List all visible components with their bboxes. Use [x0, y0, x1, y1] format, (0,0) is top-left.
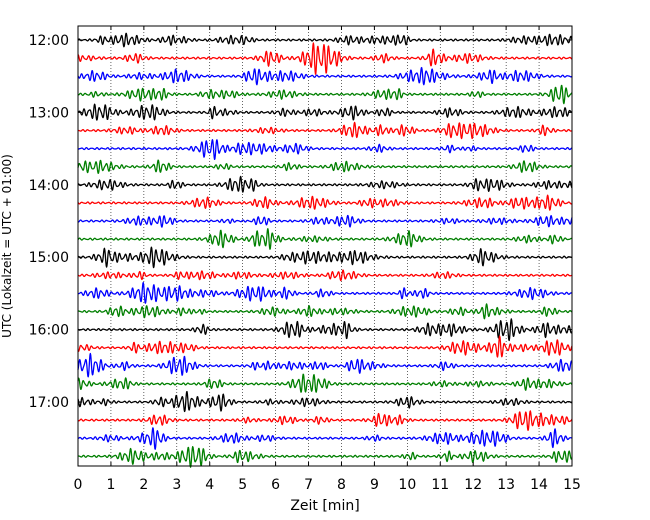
trace-1445 [77, 228, 573, 250]
trace-1715 [77, 410, 573, 431]
y-tick-label-1: 13:00 [29, 105, 69, 121]
plot-frame [77, 25, 573, 467]
trace-1530 [77, 281, 573, 304]
x-tick-label-0: 0 [74, 477, 83, 493]
trace-1300 [77, 103, 573, 121]
x-tick-label-8: 8 [337, 477, 346, 493]
y-tick-label-0: 12:00 [29, 33, 69, 49]
y-tick-label-2: 14:00 [29, 178, 69, 194]
x-tick-label-13: 13 [497, 477, 515, 493]
trace-1745 [77, 446, 573, 468]
x-tick-label-4: 4 [205, 477, 214, 493]
x-tick-label-10: 10 [398, 477, 416, 493]
x-tick-label-15: 15 [563, 477, 581, 493]
y-tick-label-4: 16:00 [29, 323, 69, 339]
y-tick-label-3: 15:00 [29, 250, 69, 266]
trace-1400 [77, 175, 573, 193]
x-tick-label-7: 7 [304, 477, 313, 493]
trace-1615 [77, 335, 573, 358]
x-axis-label: Zeit [min] [290, 498, 359, 514]
trace-1415 [77, 194, 573, 211]
x-axis-ticks: 0 1 2 3 4 5 6 7 8 9 10 11 12 13 14 15 [74, 26, 581, 493]
x-tick-label-9: 9 [370, 477, 379, 493]
trace-1330 [77, 139, 573, 160]
trace-1245 [77, 84, 573, 105]
trace-1200 [77, 32, 573, 48]
x-tick-label-6: 6 [271, 477, 280, 493]
trace-1630 [77, 352, 573, 378]
x-tick-label-12: 12 [464, 477, 482, 493]
trace-1345 [77, 159, 573, 174]
x-tick-label-2: 2 [139, 477, 148, 493]
y-axis-label: UTC (Lokalzeit = UTC + 01:00) [0, 154, 14, 338]
trace-1430 [77, 214, 573, 228]
trace-lines [77, 32, 573, 468]
trace-1515 [77, 269, 573, 282]
x-tick-label-5: 5 [238, 477, 247, 493]
y-axis-ticks: 12:00 13:00 14:00 15:00 16:00 17:00 [29, 33, 572, 411]
trace-1700 [77, 390, 573, 413]
trace-1230 [77, 66, 573, 86]
x-tick-label-14: 14 [530, 477, 548, 493]
x-tick-label-1: 1 [106, 477, 115, 493]
x-tick-label-11: 11 [431, 477, 449, 493]
x-tick-label-3: 3 [172, 477, 181, 493]
y-tick-label-5: 17:00 [29, 395, 69, 411]
trace-1730 [77, 427, 573, 450]
trace-1645 [77, 373, 573, 393]
grid-lines [110, 26, 540, 466]
trace-1215 [77, 42, 573, 75]
trace-1500 [77, 246, 573, 269]
trace-1315 [77, 121, 573, 140]
trace-1545 [77, 303, 573, 320]
trace-1600 [77, 318, 573, 342]
